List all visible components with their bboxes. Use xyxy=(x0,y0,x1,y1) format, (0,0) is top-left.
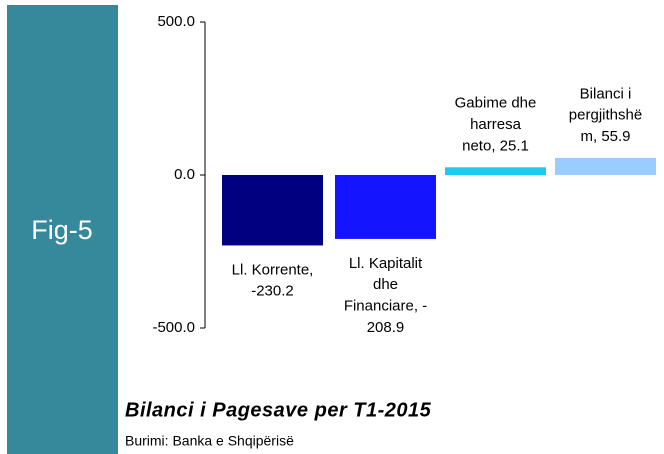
data-label: pergjithshë xyxy=(569,107,642,124)
figure-label: Fig-5 xyxy=(31,215,93,245)
data-label: dhe xyxy=(373,276,398,293)
data-label: -230.2 xyxy=(251,283,294,300)
chart-title: Bilanci i Pagesave per T1-2015 xyxy=(125,399,432,421)
bar xyxy=(555,157,656,175)
side-band xyxy=(7,5,118,454)
y-tick-label: 0.0 xyxy=(174,166,195,183)
data-label: neto, 25.1 xyxy=(462,137,529,154)
data-label: m, 55.9 xyxy=(580,128,630,145)
data-label: harresa xyxy=(470,116,522,133)
data-label: Bilanci i xyxy=(580,85,632,102)
y-tick-label: -500.0 xyxy=(152,319,195,336)
bar xyxy=(222,175,323,246)
data-label: Gabime dhe xyxy=(455,95,537,112)
source: Burimi: Banka e Shqipërisë xyxy=(125,433,294,449)
y-tick-label: 500.0 xyxy=(157,13,195,30)
data-label: Ll. Kapitalit xyxy=(349,255,423,272)
data-label: Ll. Korrente, xyxy=(232,261,314,278)
data-label: 208.9 xyxy=(367,319,405,336)
data-label: Financiare, - xyxy=(344,297,427,314)
bar xyxy=(335,175,436,239)
bar xyxy=(445,167,546,175)
